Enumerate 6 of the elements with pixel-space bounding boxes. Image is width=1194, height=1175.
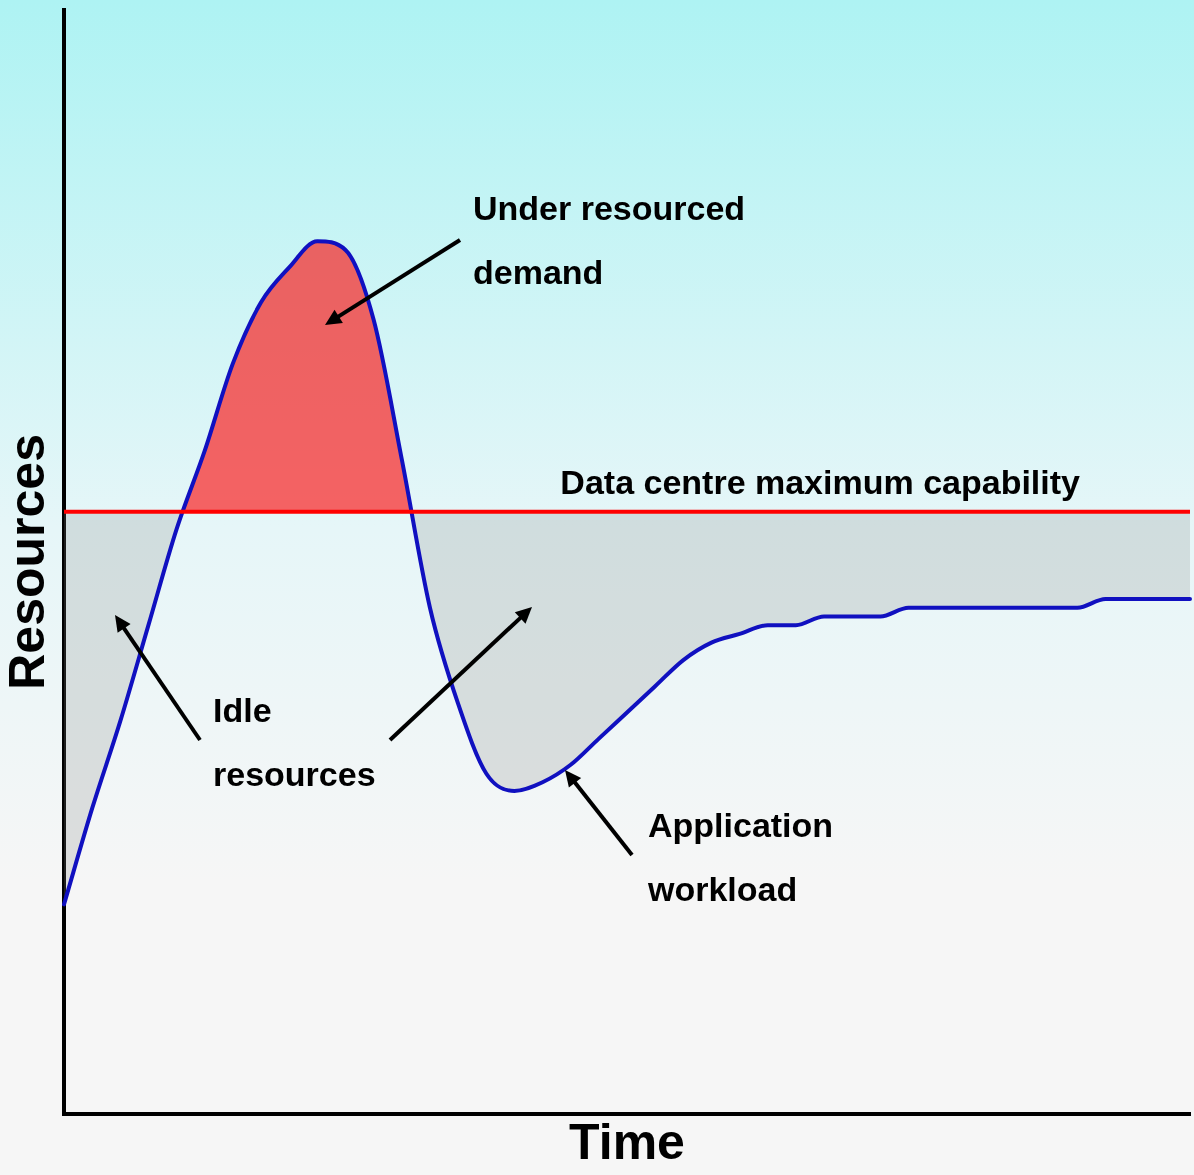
annotation: Under resourced demand bbox=[473, 188, 747, 293]
x-axis-title: Time bbox=[569, 1113, 685, 1170]
ref-line-label: Data centre maximum capability bbox=[560, 463, 1081, 502]
y-axis-title: Resources bbox=[0, 434, 55, 690]
annotation: Idle resources bbox=[213, 690, 377, 795]
annotation: Application workload bbox=[648, 805, 835, 910]
